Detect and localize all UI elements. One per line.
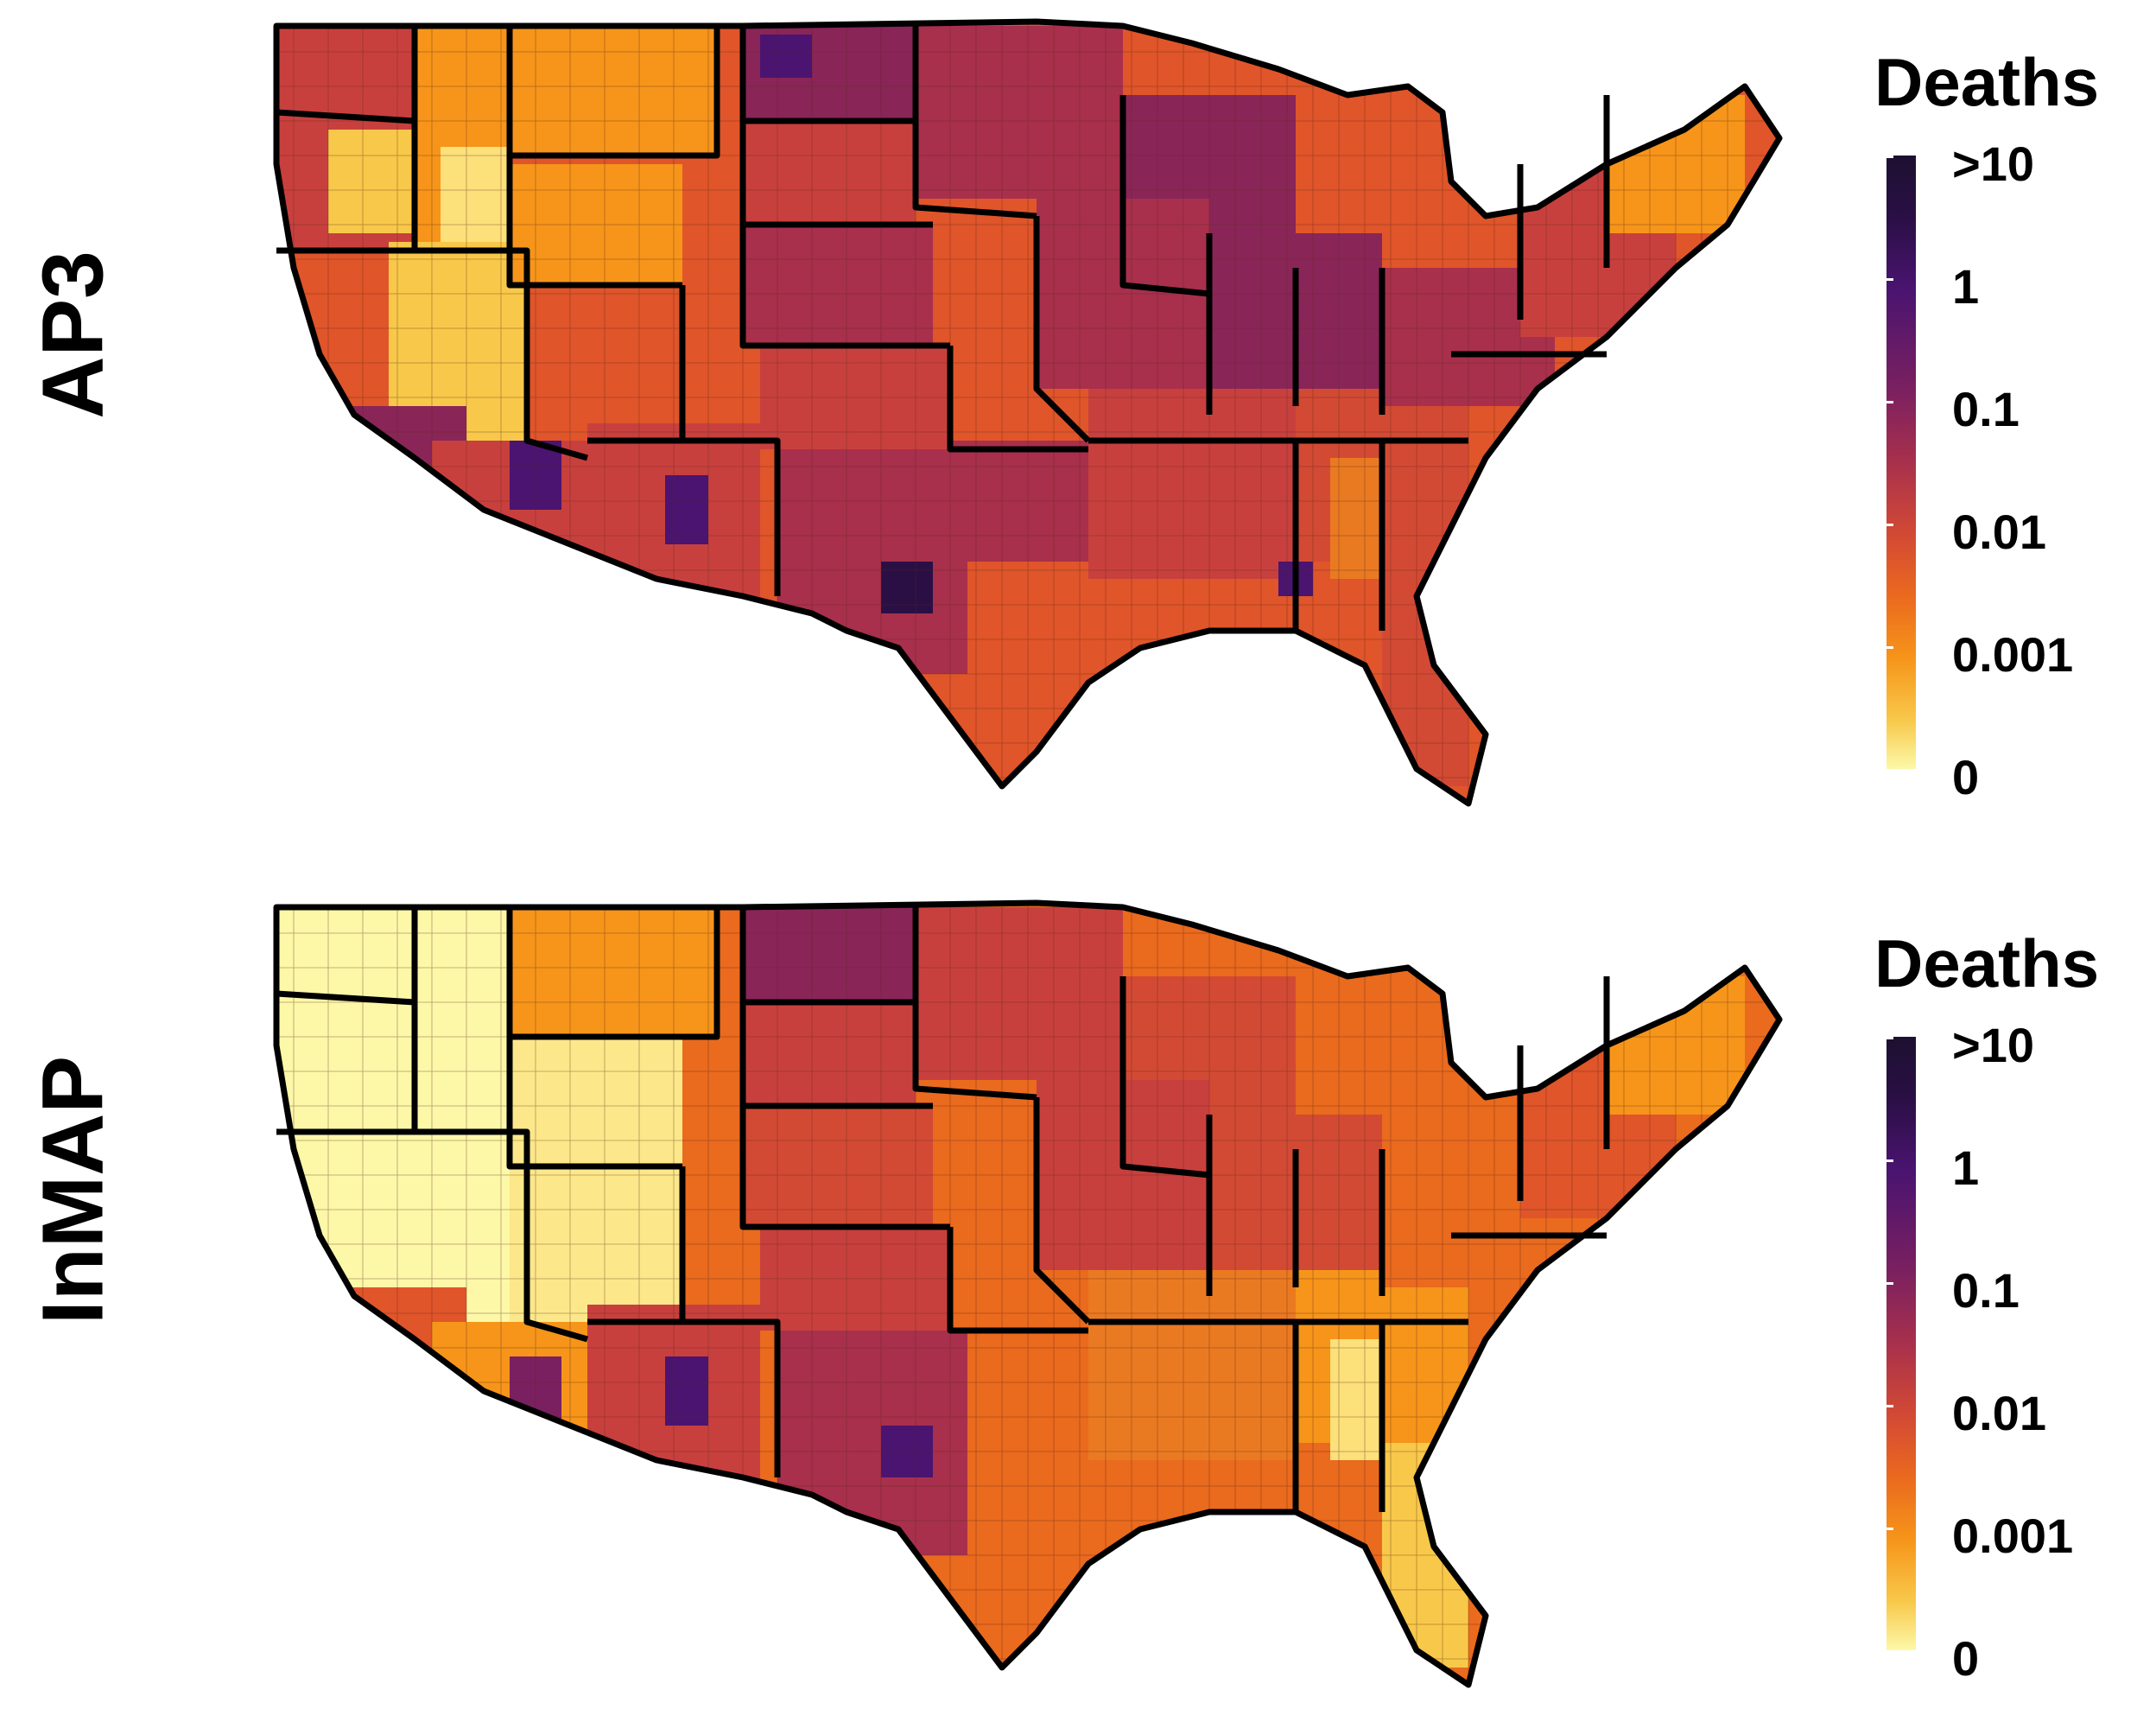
ap3-legend-tick-label: 0.1: [1952, 382, 2020, 436]
inmap-legend-tick-mark: [1886, 1037, 1893, 1039]
ap3-us-county-map: [273, 18, 1783, 807]
inmap-us-county-map: [273, 899, 1783, 1688]
ap3-legend-title: Deaths: [1874, 44, 2100, 120]
ap3-legend-tick-mark: [1886, 524, 1893, 526]
inmap-legend-colorbar: [1886, 1037, 1916, 1650]
inmap-legend-tick-label: 0: [1952, 1631, 1980, 1686]
ap3-legend-tick-label: 0: [1952, 750, 1980, 804]
ap3-panel: AP3: [0, 0, 2156, 847]
ap3-legend: Deaths >10 1 0.1 0.01 0.001 0: [1874, 43, 2151, 804]
inmap-legend: Deaths >10 1 0.1 0.01 0.001 0: [1874, 924, 2151, 1685]
ap3-legend-tick-mark: [1886, 278, 1893, 281]
inmap-legend-tick-mark: [1886, 1159, 1893, 1162]
inmap-row-label: InMAP: [24, 1055, 122, 1325]
ap3-legend-tick-mark: [1886, 646, 1893, 649]
inmap-panel: InMAP: [0, 881, 2156, 1728]
inmap-legend-title: Deaths: [1874, 925, 2100, 1001]
ap3-legend-tick-label: >10: [1952, 137, 2034, 191]
inmap-legend-tick-mark: [1886, 1528, 1893, 1530]
inmap-legend-tick-label: 0.01: [1952, 1386, 2046, 1440]
inmap-legend-tick-mark: [1886, 1405, 1893, 1407]
inmap-legend-tick-label: >10: [1952, 1018, 2034, 1072]
inmap-legend-tick-mark: [1886, 1282, 1893, 1285]
ap3-legend-tick-label: 0.01: [1952, 505, 2046, 559]
ap3-legend-tick-label: 0.001: [1952, 627, 2074, 682]
ap3-legend-tick-mark: [1886, 401, 1893, 403]
inmap-legend-tick-label: 0.001: [1952, 1509, 2074, 1563]
ap3-row-label: AP3: [24, 251, 122, 419]
ap3-legend-tick-label: 1: [1952, 259, 1980, 314]
ap3-legend-colorbar: [1886, 156, 1916, 769]
inmap-legend-tick-label: 1: [1952, 1140, 1980, 1195]
ap3-legend-tick-mark: [1886, 156, 1893, 158]
inmap-legend-tick-label: 0.1: [1952, 1263, 2020, 1318]
